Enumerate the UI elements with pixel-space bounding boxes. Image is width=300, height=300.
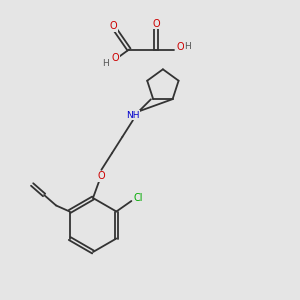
Text: O: O xyxy=(152,19,160,29)
Text: O: O xyxy=(112,53,119,63)
Text: NH: NH xyxy=(126,111,140,120)
Text: O: O xyxy=(98,171,105,182)
Text: O: O xyxy=(110,21,117,31)
Text: O: O xyxy=(177,41,184,52)
Text: Cl: Cl xyxy=(133,193,143,203)
Text: H: H xyxy=(184,42,191,51)
Text: H: H xyxy=(102,59,109,68)
